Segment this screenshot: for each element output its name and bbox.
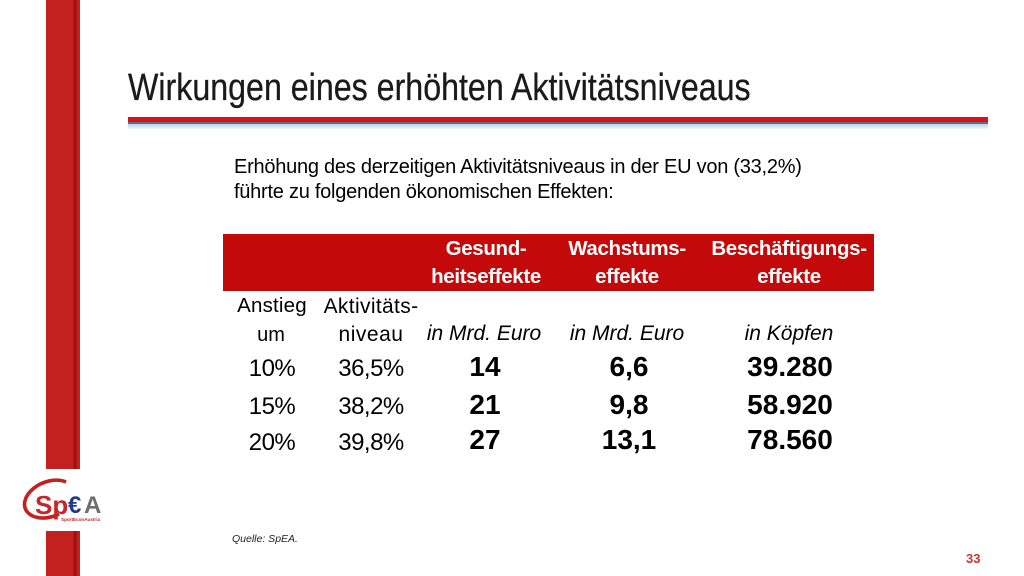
svg-text:SportEconAustria: SportEconAustria <box>61 517 100 522</box>
svg-text:Sp: Sp <box>35 490 68 520</box>
svg-text:A: A <box>84 492 101 519</box>
svg-text:€: € <box>68 492 81 519</box>
